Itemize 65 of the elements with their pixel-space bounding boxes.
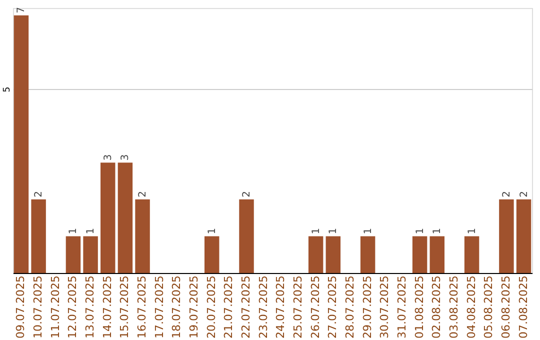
x-tick-label: 21.07.2025 <box>222 276 236 338</box>
x-tick-label: 26.07.2025 <box>308 276 322 338</box>
x-tick-label: 23.07.2025 <box>256 276 270 338</box>
data-label: 1 <box>328 228 340 234</box>
x-tick-label: 10.07.2025 <box>32 276 45 338</box>
bar <box>66 236 81 273</box>
x-tick-label: 19.07.2025 <box>188 276 201 338</box>
x-tick-label: 09.07.2025 <box>14 276 28 338</box>
data-label: 2 <box>138 191 149 198</box>
x-tick-label: 28.07.2025 <box>343 276 356 338</box>
x-tick-label: 02.08.2025 <box>430 276 444 338</box>
x-tick-label: 13.07.2025 <box>84 276 97 338</box>
bar <box>239 199 254 273</box>
bar <box>100 162 116 273</box>
data-label: 3 <box>102 154 114 161</box>
x-tick-label: 30.07.2025 <box>378 276 392 338</box>
x-tick-label: 20.07.2025 <box>204 276 218 338</box>
bar <box>499 199 514 273</box>
data-label: 2 <box>34 191 45 198</box>
data-label: 1 <box>310 228 322 234</box>
bar <box>204 236 220 273</box>
bar <box>360 236 376 273</box>
data-label: 2 <box>242 191 253 198</box>
x-tick-label: 03.08.2025 <box>447 276 460 338</box>
bar <box>308 236 324 273</box>
x-tick-label: 12.07.2025 <box>66 276 80 338</box>
x-tick-label: 05.08.2025 <box>482 276 496 338</box>
x-tick-label: 24.07.2025 <box>274 276 288 338</box>
data-label: 2 <box>518 191 530 198</box>
bar <box>14 15 29 273</box>
bar <box>464 236 480 273</box>
x-tick-label: 31.07.2025 <box>395 276 408 338</box>
x-tick-label: 06.08.2025 <box>499 276 512 338</box>
data-label: 1 <box>362 228 374 234</box>
data-label: 1 <box>414 228 426 234</box>
x-tick-label: 17.07.2025 <box>152 276 166 338</box>
x-tick-label: 15.07.2025 <box>118 276 132 338</box>
data-label: 3 <box>120 154 132 161</box>
x-tick-label: 04.08.2025 <box>464 276 478 338</box>
data-label: 7 <box>16 6 28 14</box>
bar <box>326 236 341 273</box>
x-tick-label: 25.07.2025 <box>291 276 304 338</box>
y-tick-label: 5 <box>2 86 12 92</box>
data-label: 2 <box>501 191 512 198</box>
x-tick-label: 22.07.2025 <box>240 276 253 338</box>
x-tick-label: 14.07.2025 <box>100 276 114 338</box>
data-label: 1 <box>68 228 80 234</box>
data-label: 1 <box>466 228 478 234</box>
x-tick-label: 29.07.2025 <box>360 276 374 338</box>
x-tick-label: 27.07.2025 <box>326 276 340 338</box>
data-label: 1 <box>432 228 444 234</box>
bar <box>83 236 98 273</box>
bar <box>516 199 532 273</box>
x-tick-label: 18.07.2025 <box>170 276 184 338</box>
x-tick-label: 11.07.2025 <box>48 276 62 338</box>
bar <box>430 236 444 273</box>
bar <box>412 236 428 273</box>
x-tick-label: 16.07.2025 <box>136 276 149 338</box>
x-tick-label: 07.08.2025 <box>516 276 530 338</box>
x-tick-label: 01.08.2025 <box>412 276 426 338</box>
bar <box>135 199 150 273</box>
bar <box>31 199 46 273</box>
data-label: 1 <box>206 228 218 234</box>
bar <box>118 162 133 273</box>
data-label: 1 <box>86 228 97 234</box>
